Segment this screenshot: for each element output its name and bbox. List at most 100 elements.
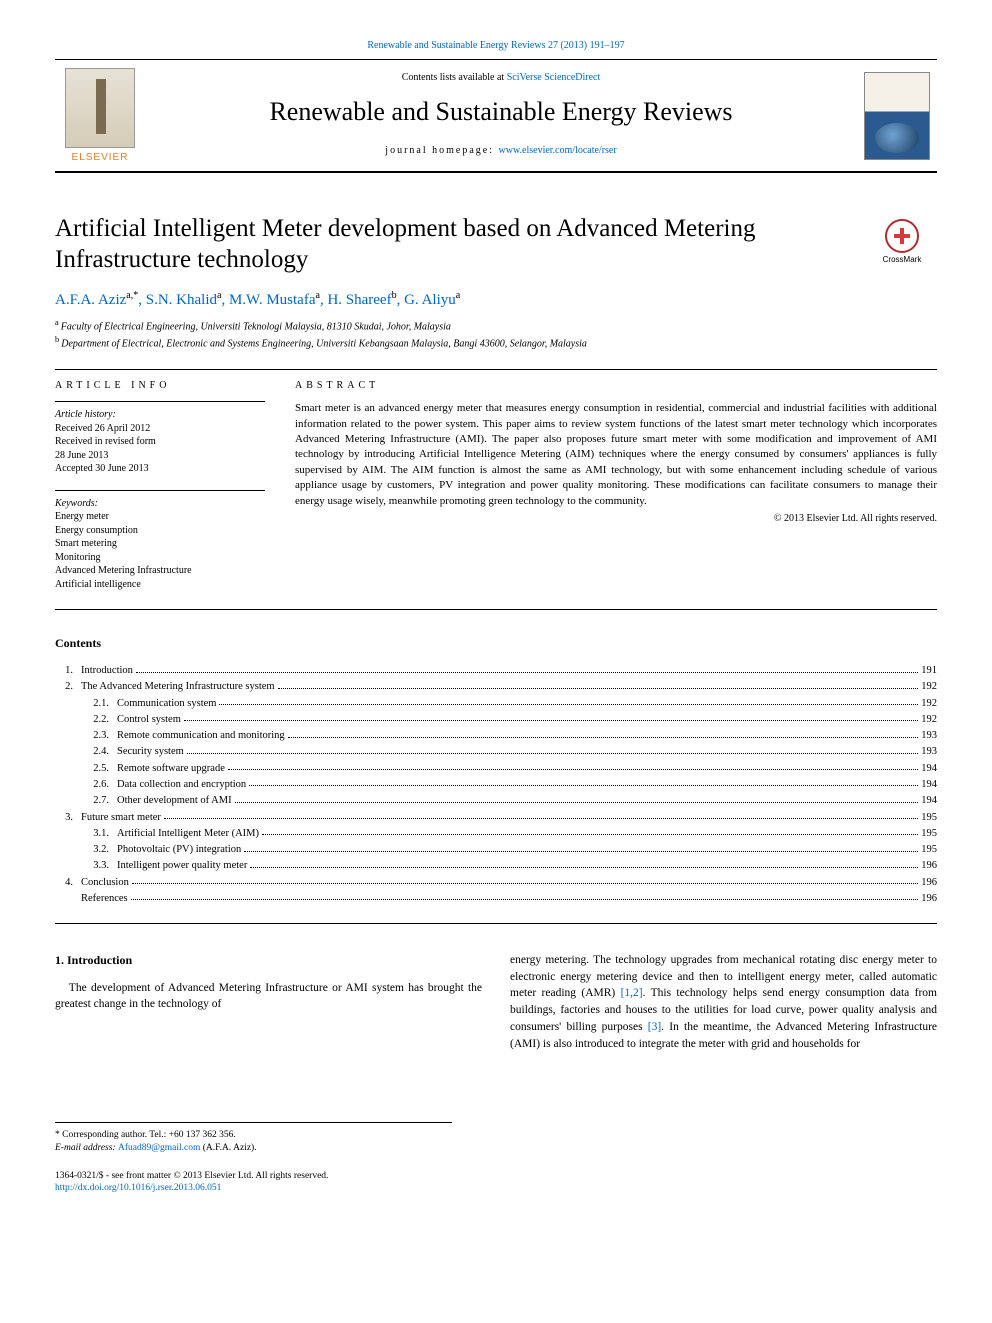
history-line: Received in revised form: [55, 436, 156, 447]
toc-page: 194: [921, 761, 937, 777]
sciencedirect-link[interactable]: SciVerse ScienceDirect: [507, 72, 601, 83]
keywords-label: Keywords:: [55, 497, 265, 511]
toc-row[interactable]: 1.Introduction191: [55, 663, 937, 679]
toc-dots: [228, 761, 918, 770]
toc-page: 196: [921, 858, 937, 874]
author-link[interactable]: A.F.A. Aziz: [55, 292, 126, 308]
toc-num: 2.2.: [55, 712, 117, 728]
toc-num: 2.5.: [55, 761, 117, 777]
toc-row[interactable]: 2.3.Remote communication and monitoring1…: [55, 728, 937, 744]
crossmark-label: CrossMark: [883, 255, 922, 264]
toc-row[interactable]: 2.1.Communication system 192: [55, 696, 937, 712]
toc-row[interactable]: 2.5.Remote software upgrade194: [55, 761, 937, 777]
toc-row[interactable]: 2.6.Data collection and encryption194: [55, 777, 937, 793]
affil-sup: b: [55, 335, 61, 344]
journal-homepage-line: journal homepage: www.elsevier.com/locat…: [155, 145, 847, 156]
authors: A.F.A. Aziza,*, S.N. Khalid a , M.W. Musta…: [55, 290, 937, 309]
toc-row[interactable]: 3.3.Intelligent power quality meter196: [55, 858, 937, 874]
keyword-lines: Energy meterEnergy consumptionSmart mete…: [55, 510, 265, 591]
keyword: Smart metering: [55, 538, 117, 549]
body-paragraph: energy metering. The technology upgrades…: [510, 952, 937, 1052]
history-line: Accepted 30 June 2013: [55, 463, 149, 474]
journal-homepage-link[interactable]: www.elsevier.com/locate/rser: [499, 145, 617, 156]
publisher-name: ELSEVIER: [72, 152, 129, 163]
masthead-center: Contents lists available at SciVerse Sci…: [145, 68, 857, 163]
toc-dots: [250, 858, 918, 867]
toc-row[interactable]: References196: [55, 891, 937, 907]
toc-dots: [288, 728, 919, 737]
toc-row[interactable]: 4.Conclusion196: [55, 875, 937, 891]
toc-text: Artificial Intelligent Meter (AIM): [117, 826, 259, 842]
toc-page: 192: [921, 712, 937, 728]
author-affil-sup: a: [456, 290, 460, 301]
toc-text: Other development of AMI: [117, 793, 232, 809]
history-line: Received 26 April 2012: [55, 423, 150, 434]
page: Renewable and Sustainable Energy Reviews…: [0, 0, 992, 1224]
toc-text: References: [81, 891, 128, 907]
author-link[interactable]: , S.N. Khalid: [138, 292, 217, 308]
toc-page: 195: [921, 842, 937, 858]
toc-text: Future smart meter: [81, 810, 161, 826]
affil-sup: a: [55, 318, 61, 327]
keyword: Advanced Metering Infrastructure: [55, 565, 192, 576]
toc-row[interactable]: 2.The Advanced Metering Infrastructure s…: [55, 679, 937, 695]
title-block: Artificial Intelligent Meter development…: [55, 213, 937, 276]
toc-page: 194: [921, 777, 937, 793]
email-line: E-mail address: Afuad89@gmail.com (A.F.A…: [55, 1142, 452, 1155]
homepage-pre: journal homepage:: [385, 145, 498, 156]
keyword: Energy consumption: [55, 525, 138, 536]
crossmark-badge-block[interactable]: CrossMark: [867, 219, 937, 264]
citation-link[interactable]: [3]: [648, 1021, 661, 1033]
keyword: Artificial intelligence: [55, 579, 141, 590]
rule: [55, 490, 265, 491]
table-of-contents: 1.Introduction1912.The Advanced Metering…: [55, 663, 937, 907]
toc-row[interactable]: 2.2.Control system192: [55, 712, 937, 728]
author-link[interactable]: , M.W. Mustafa: [221, 292, 315, 308]
contents-available-line: Contents lists available at SciVerse Sci…: [155, 72, 847, 83]
journal-cover-icon: [864, 72, 930, 160]
doi-link[interactable]: http://dx.doi.org/10.1016/j.rser.2013.06…: [55, 1183, 221, 1193]
toc-page: 194: [921, 793, 937, 809]
toc-num: 2.: [55, 679, 81, 695]
author-link[interactable]: , G. Aliyu: [397, 292, 456, 308]
toc-page: 193: [921, 744, 937, 760]
toc-text: The Advanced Metering Infrastructure sys…: [81, 679, 275, 695]
toc-num: 2.1.: [55, 696, 117, 712]
toc-row[interactable]: 2.4.Security system193: [55, 744, 937, 760]
toc-num: 2.3.: [55, 728, 117, 744]
contents-pre: Contents lists available at: [402, 72, 507, 83]
rule: [55, 923, 937, 924]
toc-dots: [235, 793, 919, 802]
toc-num: [55, 891, 81, 907]
citation-link[interactable]: [1,2]: [621, 987, 643, 999]
article-info: ARTICLE INFO Article history: Received 2…: [55, 380, 265, 591]
top-citation-link[interactable]: Renewable and Sustainable Energy Reviews…: [367, 40, 624, 51]
article-info-head: ARTICLE INFO: [55, 380, 265, 391]
email-suffix: (A.F.A. Aziz).: [200, 1143, 256, 1153]
toc-text: Intelligent power quality meter: [117, 858, 247, 874]
email-link[interactable]: Afuad89@gmail.com: [118, 1143, 200, 1153]
toc-text: Data collection and encryption: [117, 777, 246, 793]
toc-row[interactable]: 3.2.Photovoltaic (PV) integration195: [55, 842, 937, 858]
toc-dots: [131, 891, 919, 900]
toc-dots: [132, 875, 918, 884]
affiliation-line: a Faculty of Electrical Engineering, Uni…: [55, 317, 937, 334]
toc-num: 2.4.: [55, 744, 117, 760]
history-lines: Received 26 April 2012 Received in revise…: [55, 422, 265, 476]
corresponding-author: * Corresponding author. Tel.: +60 137 36…: [55, 1129, 452, 1142]
toc-dots: [262, 826, 918, 835]
rule: [55, 369, 937, 370]
author-affil-sup: a,*: [126, 290, 138, 301]
footnotes: * Corresponding author. Tel.: +60 137 36…: [55, 1122, 452, 1156]
rule: [55, 609, 937, 610]
rule: [55, 171, 937, 173]
toc-dots: [219, 696, 918, 705]
toc-row[interactable]: 3.1.Artificial Intelligent Meter (AIM)19…: [55, 826, 937, 842]
toc-dots: [244, 842, 918, 851]
abstract-text: Smart meter is an advanced energy meter …: [295, 401, 937, 509]
toc-row[interactable]: 2.7.Other development of AMI194: [55, 793, 937, 809]
toc-page: 192: [921, 696, 937, 712]
author-link[interactable]: , H. Shareef: [320, 292, 392, 308]
toc-row[interactable]: 3.Future smart meter195: [55, 810, 937, 826]
toc-text: Communication system: [117, 696, 216, 712]
